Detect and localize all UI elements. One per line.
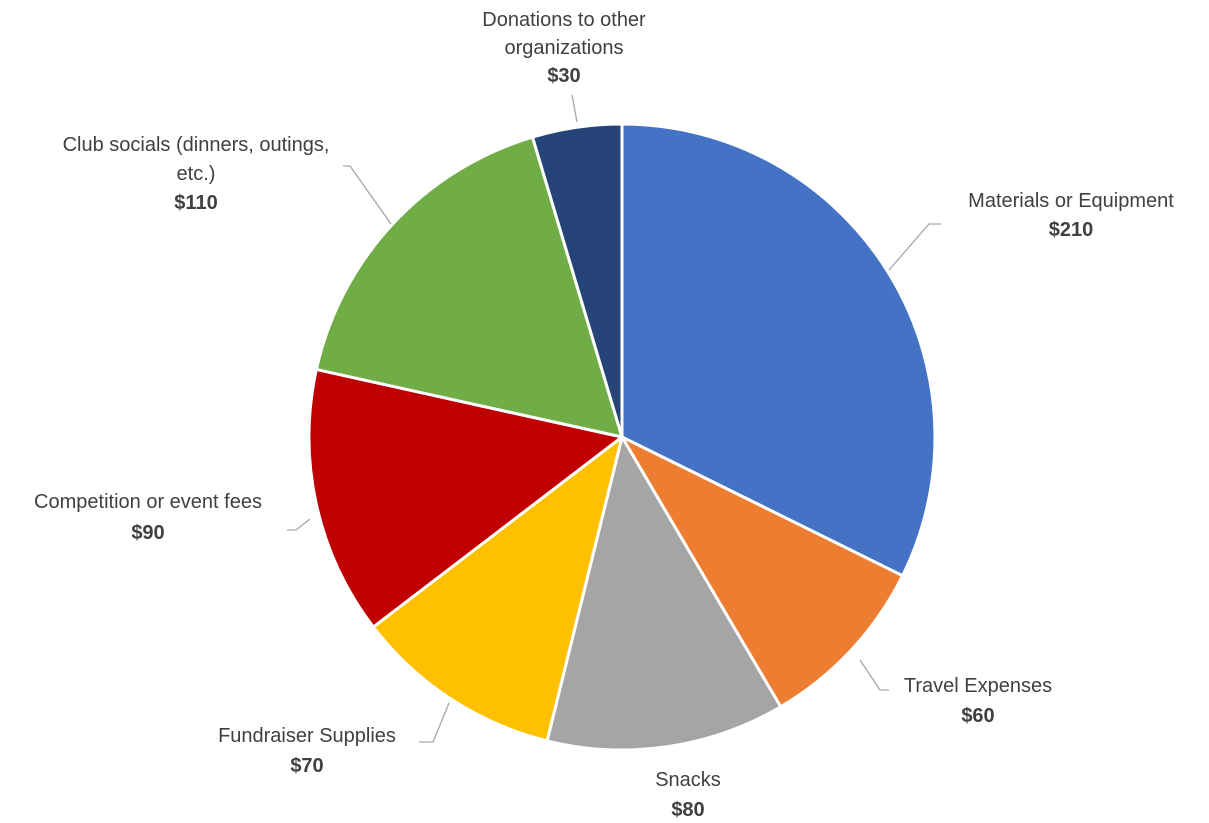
pie-slice [620,122,937,578]
data-labels: Materials or Equipment $210 Travel Expense… [34,9,1174,821]
data-label-category: Donations to other [482,9,646,31]
pie-slice [314,135,624,439]
leader-line [888,223,941,271]
data-label-value: $60 [961,705,994,727]
data-label-value: $80 [671,799,704,821]
data-label-value: $30 [547,65,580,87]
leader-line [859,659,889,691]
data-label-category: organizations [505,37,624,59]
leader-lines [287,94,941,743]
data-label-category: etc.) [177,163,216,185]
data-label-category: Travel Expenses [904,675,1052,697]
leader-line [419,702,450,743]
data-label-category: Snacks [655,769,721,791]
pie-slice [531,122,624,439]
pie-slice [307,367,624,629]
data-label-value: $110 [174,192,217,214]
data-label-category: Competition or event fees [34,491,262,513]
pie-slices [307,122,937,752]
data-label-value: $90 [131,522,164,544]
pie-slice [371,435,624,743]
leader-line [571,94,578,123]
data-label-category: Fundraiser Supplies [218,725,396,747]
data-label-category: Club socials (dinners, outings, [63,134,330,156]
pie-slice [545,435,783,752]
leader-line [287,518,311,531]
leader-line [343,165,392,225]
data-label-category: Materials or Equipment [968,190,1174,212]
pie-slice [620,435,905,709]
data-label-value: $70 [290,755,323,777]
data-label-value: $210 [1049,219,1094,241]
